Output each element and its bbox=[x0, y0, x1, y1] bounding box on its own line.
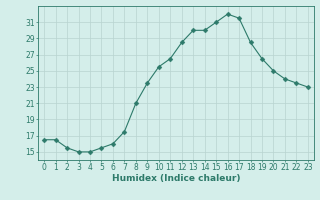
X-axis label: Humidex (Indice chaleur): Humidex (Indice chaleur) bbox=[112, 174, 240, 183]
